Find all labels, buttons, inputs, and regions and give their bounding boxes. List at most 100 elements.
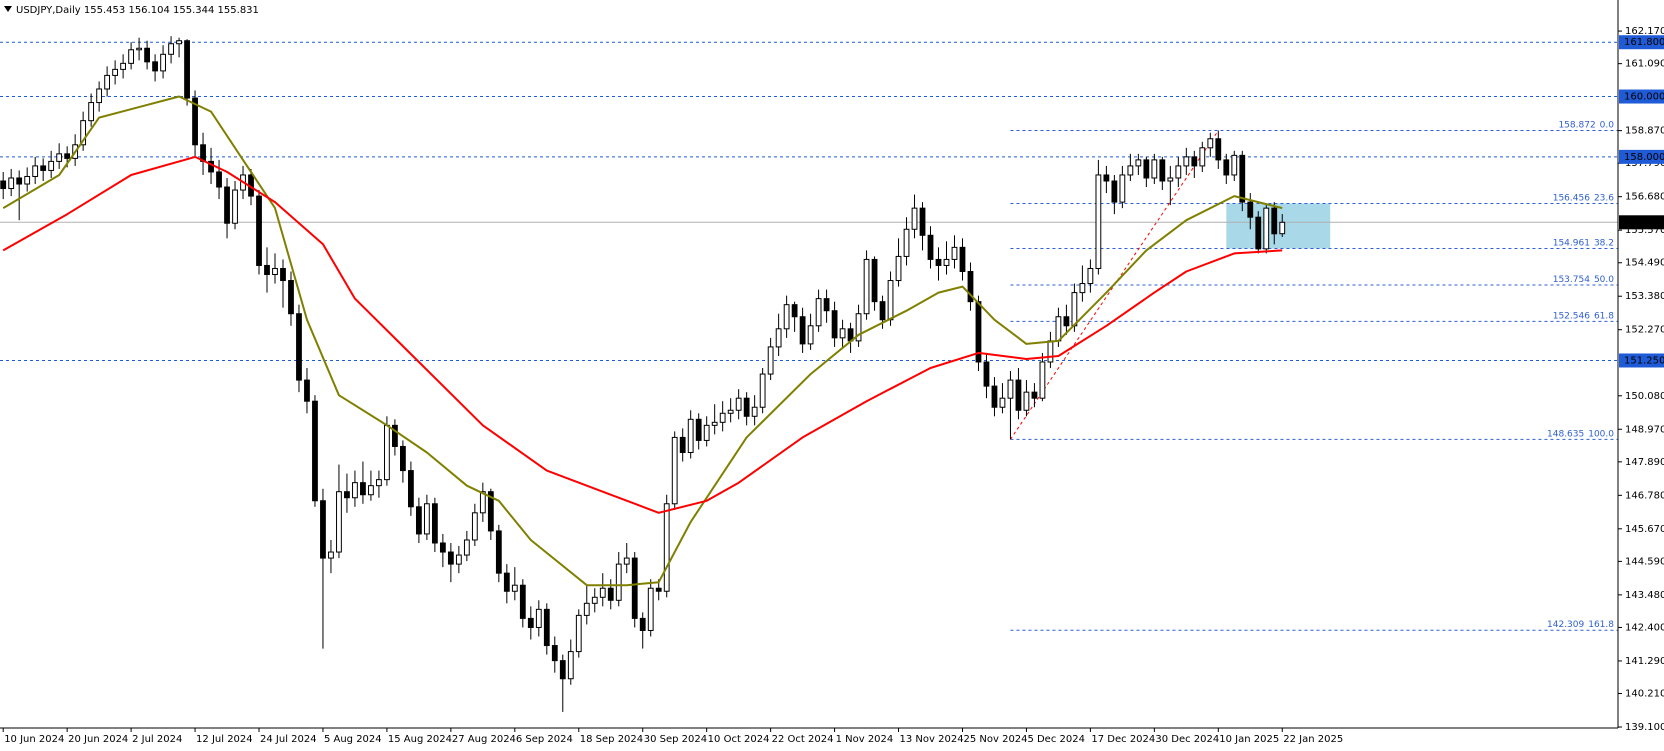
candle-body bbox=[487, 491, 494, 532]
candle-body bbox=[1167, 177, 1174, 182]
candle-body bbox=[208, 160, 214, 173]
candle-body bbox=[1159, 159, 1166, 182]
candle-body bbox=[120, 62, 127, 70]
candle-body bbox=[975, 301, 982, 363]
candle-body bbox=[304, 379, 310, 402]
x-tick-label: 22 Oct 2024 bbox=[772, 734, 834, 745]
candle-body bbox=[887, 280, 894, 321]
candle-body bbox=[136, 47, 142, 51]
candle-body bbox=[336, 491, 342, 553]
candle-body bbox=[216, 171, 222, 188]
symbol: USDJPY,Daily bbox=[16, 5, 81, 16]
candle-body bbox=[96, 88, 103, 104]
x-tick-label: 20 Jun 2024 bbox=[68, 734, 128, 745]
candle-body bbox=[1015, 379, 1022, 411]
y-tick-label: 147.890 bbox=[1625, 457, 1664, 468]
candle-body bbox=[1007, 379, 1014, 399]
candle-body bbox=[671, 436, 678, 505]
candle-body bbox=[727, 409, 734, 414]
fib-ratio: 61.8 bbox=[1594, 311, 1614, 321]
candle-body bbox=[799, 316, 806, 345]
candle-body bbox=[1151, 159, 1158, 179]
fib-ratio: 50.0 bbox=[1594, 274, 1614, 284]
candle-body bbox=[1087, 267, 1094, 285]
candle-body bbox=[983, 361, 990, 387]
level-box bbox=[1619, 89, 1664, 104]
candle-body bbox=[1271, 207, 1278, 235]
candle-body bbox=[719, 412, 726, 423]
candle-body bbox=[415, 506, 422, 535]
x-tick-label: 18 Sep 2024 bbox=[580, 734, 643, 745]
candle-body bbox=[1023, 391, 1030, 411]
candle-body bbox=[40, 165, 47, 171]
candle-body bbox=[352, 482, 358, 499]
candle-body bbox=[160, 53, 166, 72]
candle-body bbox=[903, 228, 910, 257]
candle-body bbox=[703, 424, 710, 441]
level-box bbox=[1619, 35, 1664, 50]
fib-ratio: 161.8 bbox=[1588, 620, 1614, 630]
y-tick-label: 154.490 bbox=[1625, 258, 1664, 269]
level-box-label: 160.000 bbox=[1624, 92, 1664, 103]
candle-body bbox=[863, 258, 870, 315]
candle-body bbox=[1127, 165, 1134, 176]
candle-body bbox=[1111, 180, 1118, 203]
candle-body bbox=[895, 255, 902, 282]
fib-level-label: 158.872 0.0 bbox=[1558, 120, 1614, 130]
candle-body bbox=[280, 267, 286, 282]
candle-body bbox=[519, 584, 526, 619]
fib-price: 154.961 bbox=[1553, 238, 1590, 248]
candle-body bbox=[511, 584, 518, 592]
fib-level-label: 148.635 100.0 bbox=[1547, 429, 1614, 439]
fib-ratio: 0.0 bbox=[1600, 120, 1615, 130]
y-tick-label: 152.270 bbox=[1625, 325, 1664, 336]
candle-body bbox=[471, 512, 478, 541]
fib-level-label: 152.546 61.8 bbox=[1553, 311, 1615, 321]
candle-body bbox=[32, 165, 39, 177]
candle-body bbox=[911, 207, 918, 230]
candles bbox=[0, 36, 1286, 712]
level-box-label: 161.800 bbox=[1624, 37, 1664, 48]
y-tick-label: 142.400 bbox=[1625, 622, 1664, 633]
candle-body bbox=[743, 397, 750, 417]
candle-body bbox=[368, 485, 374, 496]
candle-body bbox=[775, 328, 782, 348]
candle-body bbox=[679, 436, 686, 453]
y-tick-label: 156.680 bbox=[1625, 192, 1664, 203]
candle-body bbox=[527, 617, 534, 628]
x-tick-label: 6 Sep 2024 bbox=[516, 734, 573, 745]
candle-body bbox=[1143, 159, 1150, 179]
level-box bbox=[1619, 353, 1664, 368]
candle-body bbox=[0, 180, 7, 190]
candle-body bbox=[479, 491, 486, 514]
level-box-label: 158.000 bbox=[1624, 152, 1664, 163]
candle-body bbox=[919, 207, 926, 236]
candle-body bbox=[256, 195, 262, 266]
zone bbox=[1226, 203, 1331, 249]
candle-body bbox=[1191, 156, 1198, 167]
x-tick-label: 15 Aug 2024 bbox=[388, 734, 452, 745]
candle-body bbox=[56, 153, 63, 162]
fib-price: 153.754 bbox=[1553, 274, 1590, 284]
last-open: 155.453 bbox=[84, 5, 125, 16]
x-tick-label: 17 Dec 2024 bbox=[1091, 734, 1155, 745]
candle-body bbox=[663, 503, 670, 592]
candle-body bbox=[695, 418, 702, 441]
candle-body bbox=[951, 246, 958, 260]
candle-body bbox=[943, 258, 950, 266]
x-tick-label: 10 Jun 2024 bbox=[4, 734, 64, 745]
candle-body bbox=[232, 189, 238, 224]
candle-body bbox=[431, 503, 438, 544]
moving-average bbox=[2, 155, 1283, 514]
y-tick-label: 161.090 bbox=[1625, 59, 1664, 70]
candle-body bbox=[1255, 216, 1262, 250]
candle-body bbox=[623, 557, 630, 565]
candle-body bbox=[1071, 292, 1078, 327]
y-tick-label: 139.100 bbox=[1625, 722, 1664, 733]
candle-body bbox=[176, 40, 182, 45]
front-layer bbox=[2, 95, 1283, 587]
candle-body bbox=[591, 596, 598, 604]
y-tick-label: 153.380 bbox=[1625, 291, 1664, 302]
candle-body bbox=[152, 61, 158, 72]
candle-body bbox=[48, 160, 55, 171]
